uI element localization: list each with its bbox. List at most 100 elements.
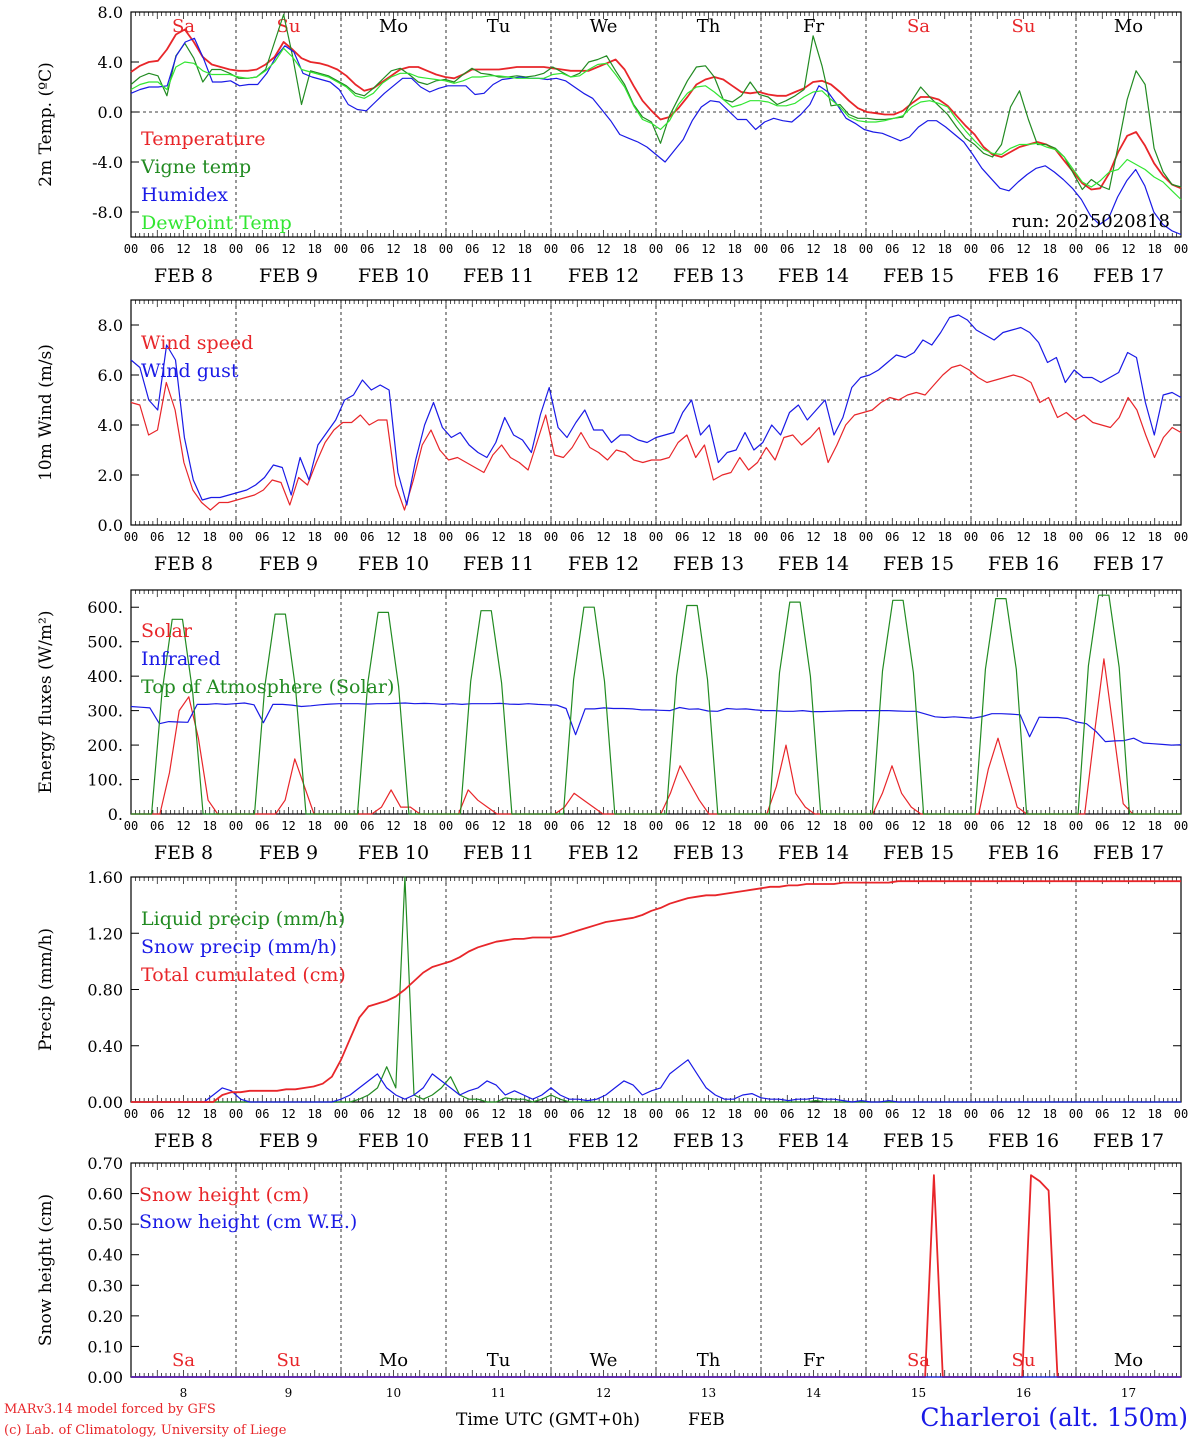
hour-tick-label: 12 — [806, 819, 820, 833]
hour-tick-label: 12 — [491, 242, 505, 256]
hour-tick-label: 06 — [255, 530, 269, 544]
y-tick-label: 0.10 — [87, 1337, 123, 1356]
day-of-week-label: Sa — [172, 16, 195, 37]
hour-tick-label: 12 — [596, 1107, 610, 1121]
legend-entry: Total cumulated (cm) — [141, 964, 346, 986]
day-number-label: 10 — [386, 1386, 401, 1400]
day-of-week-label: Su — [277, 1350, 301, 1371]
day-of-week-label: Sa — [172, 1350, 195, 1371]
y-tick-label: 400. — [87, 667, 123, 686]
hour-tick-label: 00 — [754, 530, 768, 544]
hour-tick-label: 00 — [229, 1107, 243, 1121]
hour-tick-label: 00 — [1174, 819, 1188, 833]
y-tick-label: 8.0 — [98, 3, 123, 22]
hour-tick-label: 06 — [570, 530, 584, 544]
date-label: FEB 17 — [1093, 1130, 1164, 1152]
date-label: FEB 8 — [154, 265, 213, 287]
hour-tick-label: 12 — [1016, 530, 1030, 544]
series-line-wind-gust — [130, 314, 1182, 506]
hour-tick-label: 00 — [334, 819, 348, 833]
hour-tick-label: 06 — [990, 242, 1004, 256]
y-tick-label: 0.60 — [87, 1185, 123, 1204]
hour-tick-label: 06 — [570, 242, 584, 256]
date-label: FEB 13 — [673, 553, 744, 575]
hour-tick-label: 06 — [885, 530, 899, 544]
series-line-temperature — [130, 28, 1182, 191]
day-number-label: 17 — [1121, 1386, 1136, 1400]
hour-tick-label: 18 — [728, 1107, 742, 1121]
hour-tick-label: 00 — [439, 819, 453, 833]
day-of-week-label: Mo — [1114, 1350, 1143, 1371]
hour-tick-label: 06 — [255, 242, 269, 256]
hour-tick-label: 06 — [360, 819, 374, 833]
hour-tick-label: 06 — [360, 242, 374, 256]
hour-tick-label: 00 — [1069, 530, 1083, 544]
date-label: FEB 12 — [568, 842, 639, 864]
day-of-week-label: Tu — [487, 16, 511, 37]
hour-tick-label: 00 — [754, 1107, 768, 1121]
panel-precip: 1.60 1.20 0.80 0.40 0.00 Precip (mm/h) Liquid … — [36, 868, 1188, 1152]
hour-tick-label: 06 — [150, 1107, 164, 1121]
legend-entry: Humidex — [141, 184, 228, 206]
hour-tick-label: 12 — [176, 819, 190, 833]
date-label: FEB 9 — [259, 265, 318, 287]
y-tick-label: 8.0 — [98, 316, 123, 335]
hour-tick-label: 12 — [1121, 242, 1135, 256]
hour-tick-label: 06 — [990, 1107, 1004, 1121]
hour-tick-label: 18 — [518, 819, 532, 833]
hour-tick-label: 12 — [701, 530, 715, 544]
hour-tick-label: 06 — [465, 530, 479, 544]
hour-tick-label: 06 — [465, 1107, 479, 1121]
hour-tick-label: 06 — [1095, 530, 1109, 544]
series-line-wind-speed — [130, 364, 1182, 511]
hour-tick-label: 12 — [1016, 242, 1030, 256]
y-tick-label: -8.0 — [92, 203, 123, 222]
hour-tick-label: 00 — [1174, 242, 1188, 256]
day-of-week-label: Fr — [803, 16, 824, 37]
hour-tick-label: 00 — [1069, 242, 1083, 256]
hour-tick-label: 00 — [124, 1107, 138, 1121]
hour-tick-label: 12 — [281, 530, 295, 544]
hour-tick-label: 00 — [649, 819, 663, 833]
panel-wind: 8.0 6.0 4.0 2.0 0.0 10m Wind (m/s) Wind speed W… — [36, 299, 1188, 575]
hour-tick-label: 00 — [1069, 819, 1083, 833]
hour-tick-label: 00 — [859, 819, 873, 833]
hour-tick-label: 06 — [675, 242, 689, 256]
date-label: FEB 12 — [568, 1130, 639, 1152]
hour-tick-label: 12 — [1016, 819, 1030, 833]
hour-tick-label: 12 — [176, 242, 190, 256]
hour-tick-label: 18 — [518, 1107, 532, 1121]
hour-tick-label: 18 — [518, 242, 532, 256]
hour-tick-label: 00 — [754, 819, 768, 833]
hour-tick-label: 18 — [938, 530, 952, 544]
hour-tick-label: 00 — [544, 1107, 558, 1121]
date-label: FEB 11 — [463, 265, 534, 287]
series-line-infrared — [130, 702, 1182, 746]
hour-tick-label: 06 — [570, 1107, 584, 1121]
y-axis-label: Snow height (cm) — [36, 1194, 56, 1346]
hour-tick-label: 06 — [780, 530, 794, 544]
hour-tick-label: 12 — [491, 530, 505, 544]
y-tick-label: 4.0 — [98, 416, 123, 435]
hour-tick-label: 18 — [938, 819, 952, 833]
hour-tick-label: 06 — [780, 1107, 794, 1121]
hour-tick-label: 00 — [544, 242, 558, 256]
date-label: FEB 15 — [883, 842, 954, 864]
x-axis-title: Time UTC (GMT+0h) — [456, 1410, 640, 1430]
hour-tick-label: 12 — [806, 1107, 820, 1121]
date-label: FEB 10 — [358, 265, 429, 287]
hour-tick-label: 00 — [124, 819, 138, 833]
day-number-label: 11 — [491, 1386, 506, 1400]
panel-energy: 600. 500. 400. 300. 200. 100. 0. Energy fluxes … — [36, 589, 1188, 864]
y-tick-label: 0.00 — [87, 1368, 123, 1387]
hour-tick-label: 06 — [255, 1107, 269, 1121]
y-tick-label: 6.0 — [98, 366, 123, 385]
date-label: FEB 8 — [154, 842, 213, 864]
legend-entry: Liquid precip (mm/h) — [141, 908, 345, 930]
hour-tick-label: 00 — [439, 242, 453, 256]
day-number-label: 14 — [806, 1386, 822, 1400]
day-of-week-label: Sa — [907, 16, 930, 37]
hour-tick-label: 12 — [701, 1107, 715, 1121]
hour-tick-label: 18 — [833, 242, 847, 256]
panel-temp: 8.0 4.0 0.0 -4.0 -8.0 2m Temp. (ºC) Sa Su Mo Tu We… — [36, 3, 1188, 287]
